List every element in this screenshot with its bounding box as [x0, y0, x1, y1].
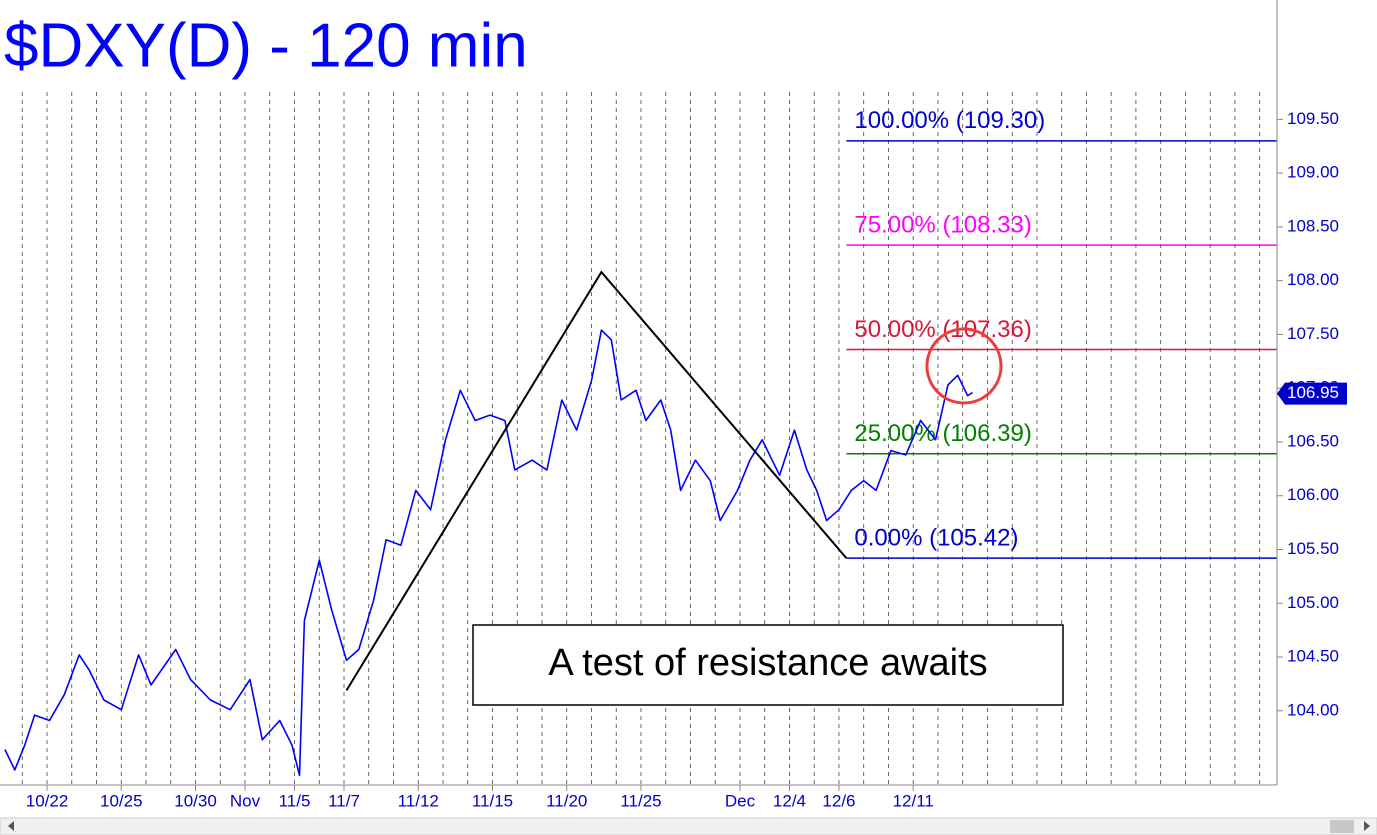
fib-label: 0.00% (105.42)	[854, 524, 1018, 551]
fib-label: 50.00% (107.36)	[854, 316, 1031, 343]
y-tick-label: 108.50	[1287, 216, 1339, 235]
x-tick-label: 11/25	[620, 791, 661, 810]
x-tick-label: 12/4	[773, 791, 806, 810]
highlight-circle	[925, 327, 1003, 405]
price-line	[4, 329, 974, 777]
fib-label: 75.00% (108.33)	[854, 212, 1031, 239]
x-tick-label: 11/15	[472, 791, 513, 810]
chart-title: $DXY(D) - 120 min	[4, 11, 528, 80]
annotation-box	[472, 624, 1064, 706]
x-tick-label: 11/20	[546, 791, 587, 810]
y-tick-label: 107.50	[1287, 324, 1339, 343]
scrollbar-thumb[interactable]	[1330, 820, 1354, 833]
x-tick-label: 10/25	[100, 791, 143, 810]
x-tick-label: 11/12	[398, 791, 439, 810]
plot: 100.00% (109.30) 75.00% (108.33) 50.00% (1…	[4, 107, 1277, 777]
y-tick-label: 109.50	[1287, 109, 1339, 128]
y-tick-label: 104.00	[1287, 700, 1339, 719]
scroll-left[interactable]	[8, 821, 14, 831]
fib-label: 100.00% (109.30)	[854, 107, 1045, 134]
y-tick-label: 108.00	[1287, 270, 1339, 289]
x-tick-label: 10/22	[26, 791, 69, 810]
pattern-line	[345, 270, 848, 691]
y-tick-label: 106.00	[1287, 485, 1339, 504]
scrollbar[interactable]	[0, 817, 1377, 835]
x-tick-label: 10/30	[174, 791, 217, 810]
y-tick-label: 104.50	[1287, 647, 1339, 666]
y-tick-label: 109.00	[1287, 163, 1339, 182]
annotation: A test of resistance awaits	[548, 642, 987, 684]
x-tick-label: 12/11	[893, 791, 934, 810]
x-tick-label: Dec	[725, 791, 756, 810]
x-tick-label: 11/5	[279, 791, 311, 810]
y-tick-label: 105.50	[1287, 539, 1339, 558]
x-tick-label: 12/6	[822, 791, 855, 810]
x-tick-label: Nov	[230, 791, 261, 810]
y-tick-label: 105.00	[1287, 593, 1339, 612]
scrollbar-track[interactable]	[0, 817, 1377, 835]
last-price-tag	[1277, 382, 1347, 405]
scroll-right[interactable]	[1364, 821, 1370, 831]
fib-label: 25.00% (106.39)	[854, 420, 1031, 447]
x-tick-label: 11/7	[328, 791, 360, 810]
y-tick-label: 106.50	[1287, 431, 1339, 450]
last-price-label: 106.95	[1287, 383, 1339, 402]
